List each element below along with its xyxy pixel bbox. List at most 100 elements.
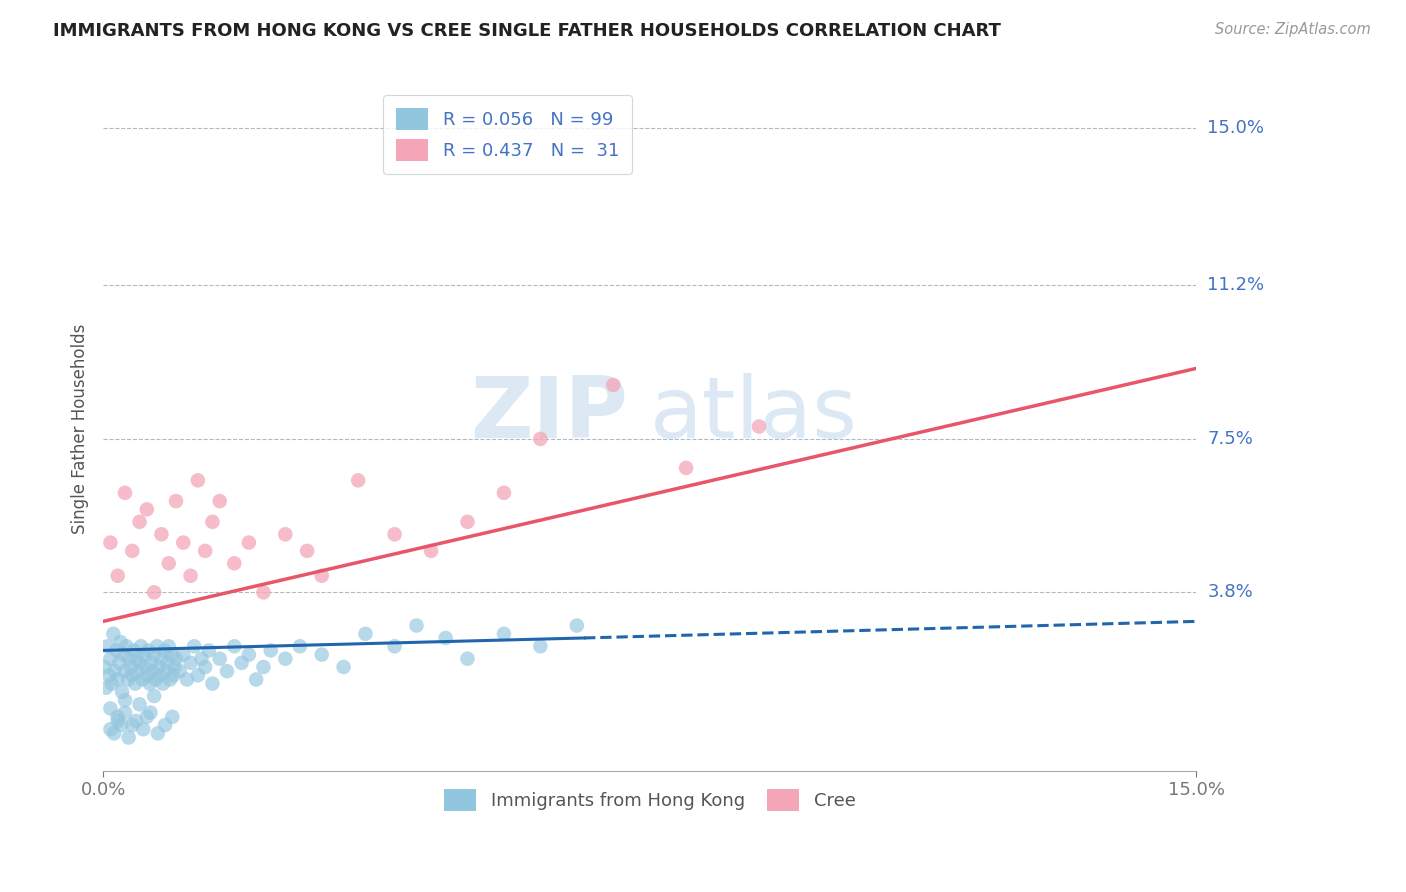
Point: [748, 419, 770, 434]
Point: [163, 660, 186, 674]
Point: [157, 640, 180, 654]
Point: [110, 635, 132, 649]
Text: ZIP: ZIP: [470, 374, 628, 457]
Point: [132, 648, 155, 662]
Point: [224, 557, 246, 571]
Point: [139, 676, 162, 690]
Point: [117, 673, 139, 687]
Point: [107, 568, 129, 582]
Point: [139, 706, 162, 720]
Point: [124, 676, 146, 690]
Point: [146, 726, 169, 740]
Point: [125, 651, 148, 665]
Point: [180, 568, 202, 582]
Point: [135, 502, 157, 516]
Point: [238, 648, 260, 662]
Point: [150, 527, 173, 541]
Point: [194, 660, 217, 674]
Point: [172, 535, 194, 549]
Point: [231, 656, 253, 670]
Point: [143, 648, 166, 662]
Point: [347, 474, 370, 488]
Point: [121, 544, 143, 558]
Point: [103, 627, 125, 641]
Point: [354, 627, 377, 641]
Text: 15.0%: 15.0%: [1208, 119, 1264, 136]
Point: [142, 664, 165, 678]
Point: [121, 668, 143, 682]
Point: [201, 676, 224, 690]
Point: [128, 515, 150, 529]
Point: [156, 656, 179, 670]
Point: [492, 627, 515, 641]
Point: [107, 710, 129, 724]
Point: [162, 668, 184, 682]
Point: [141, 656, 163, 670]
Point: [150, 651, 173, 665]
Point: [245, 673, 267, 687]
Point: [456, 515, 478, 529]
Point: [180, 656, 202, 670]
Point: [128, 656, 150, 670]
Point: [602, 378, 624, 392]
Point: [118, 651, 141, 665]
Point: [128, 698, 150, 712]
Point: [117, 731, 139, 745]
Text: 3.8%: 3.8%: [1208, 583, 1253, 601]
Point: [143, 689, 166, 703]
Point: [311, 568, 333, 582]
Point: [100, 651, 122, 665]
Point: [112, 648, 135, 662]
Point: [111, 685, 134, 699]
Point: [148, 660, 170, 674]
Point: [100, 701, 122, 715]
Point: [143, 585, 166, 599]
Point: [152, 676, 174, 690]
Point: [100, 535, 122, 549]
Point: [107, 673, 129, 687]
Point: [201, 515, 224, 529]
Point: [215, 664, 238, 678]
Point: [183, 640, 205, 654]
Point: [332, 660, 354, 674]
Point: [136, 643, 159, 657]
Point: [157, 557, 180, 571]
Point: [384, 527, 406, 541]
Point: [529, 432, 551, 446]
Point: [165, 651, 187, 665]
Point: [311, 648, 333, 662]
Point: [153, 718, 176, 732]
Point: [194, 544, 217, 558]
Point: [100, 723, 122, 737]
Point: [131, 673, 153, 687]
Point: [149, 668, 172, 682]
Point: [565, 618, 588, 632]
Point: [420, 544, 443, 558]
Point: [165, 494, 187, 508]
Point: [238, 535, 260, 549]
Point: [153, 643, 176, 657]
Point: [129, 640, 152, 654]
Point: [384, 640, 406, 654]
Point: [160, 648, 183, 662]
Point: [208, 494, 231, 508]
Point: [114, 485, 136, 500]
Point: [675, 461, 697, 475]
Point: [96, 640, 118, 654]
Point: [198, 643, 221, 657]
Text: 11.2%: 11.2%: [1208, 277, 1264, 294]
Point: [274, 651, 297, 665]
Text: IMMIGRANTS FROM HONG KONG VS CREE SINGLE FATHER HOUSEHOLDS CORRELATION CHART: IMMIGRANTS FROM HONG KONG VS CREE SINGLE…: [53, 22, 1001, 40]
Text: 7.5%: 7.5%: [1208, 430, 1253, 448]
Point: [159, 673, 181, 687]
Point: [135, 668, 157, 682]
Point: [146, 640, 169, 654]
Point: [208, 651, 231, 665]
Point: [97, 668, 120, 682]
Point: [93, 660, 115, 674]
Point: [122, 643, 145, 657]
Point: [110, 718, 132, 732]
Text: atlas: atlas: [650, 374, 858, 457]
Point: [274, 527, 297, 541]
Point: [434, 631, 457, 645]
